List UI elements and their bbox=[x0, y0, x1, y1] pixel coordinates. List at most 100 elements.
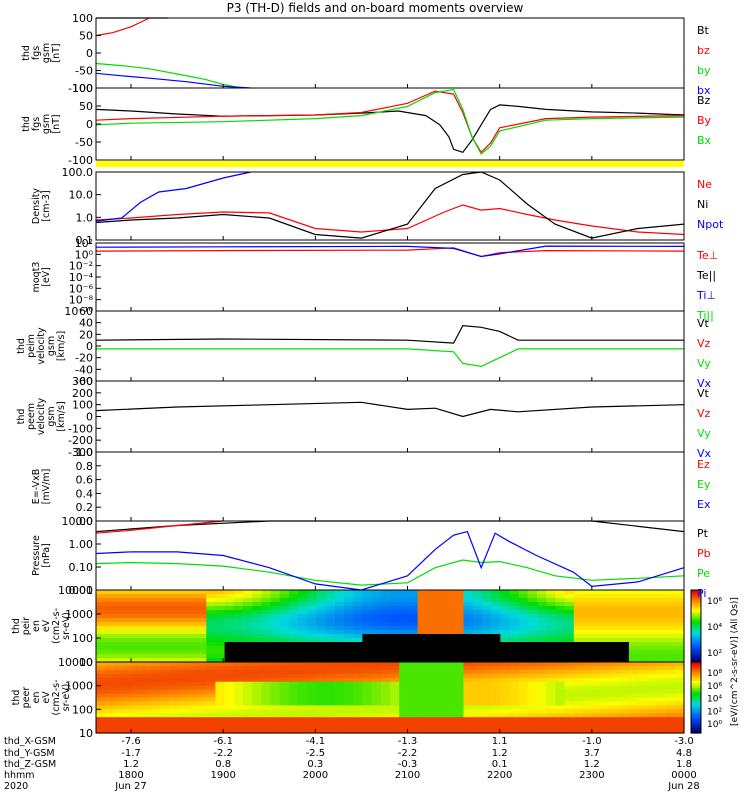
spectrogram-cell bbox=[123, 598, 134, 603]
spectrogram-cell bbox=[233, 594, 244, 599]
spectrogram-cell bbox=[353, 658, 364, 663]
spectrogram-cell bbox=[279, 697, 290, 702]
spectrogram-cell bbox=[105, 709, 115, 714]
spectrogram-cell bbox=[298, 626, 308, 631]
spectrogram-cell bbox=[445, 701, 455, 706]
spectrogram-cell bbox=[316, 709, 327, 714]
spectrogram-cell bbox=[316, 681, 327, 687]
x-tick-hhmm: 2200 bbox=[487, 770, 512, 781]
spectrogram-cell bbox=[509, 721, 520, 726]
spectrogram-cell bbox=[96, 658, 106, 663]
spectrogram-cell bbox=[638, 610, 648, 615]
spectrogram-cell bbox=[638, 626, 648, 631]
spectrogram-cell bbox=[674, 693, 685, 699]
spectrogram-cell bbox=[362, 646, 373, 651]
legend-fgs_gsm-3: bx bbox=[697, 84, 711, 97]
spectrogram-cell bbox=[215, 717, 226, 722]
spectrogram-cell bbox=[564, 622, 575, 627]
spectrogram-cell bbox=[435, 681, 446, 687]
spectrogram-cell bbox=[298, 650, 308, 655]
spectrogram-cell bbox=[445, 697, 455, 702]
spectrogram-cell bbox=[582, 669, 593, 675]
spectrogram-cell bbox=[472, 677, 483, 683]
y-axis-label-temp: moqt3 [eV] bbox=[31, 262, 52, 293]
spectrogram-cell bbox=[546, 638, 556, 643]
spectrogram-cell bbox=[573, 677, 584, 683]
spectrogram-cell bbox=[674, 618, 685, 623]
spectrogram-cell bbox=[279, 685, 290, 691]
spectrogram-cell bbox=[509, 650, 520, 655]
spectrogram-cell bbox=[426, 721, 437, 726]
spectrogram-cell bbox=[647, 701, 658, 706]
spectrogram-cell bbox=[445, 602, 455, 607]
spectrogram-cell bbox=[628, 618, 639, 623]
spectrogram-cell bbox=[527, 685, 538, 691]
spectrogram-cell bbox=[105, 618, 115, 623]
spectrogram-cell bbox=[151, 693, 161, 699]
spectrogram-cell bbox=[334, 642, 345, 647]
spectrogram-cell bbox=[298, 622, 308, 627]
spectrogram-cell bbox=[546, 630, 556, 635]
spectrogram-cell bbox=[518, 673, 529, 679]
spectrogram-cell bbox=[288, 646, 299, 651]
spectrogram-cell bbox=[537, 630, 547, 635]
spectrogram-cell bbox=[610, 638, 621, 643]
y-axis-label-line: en bbox=[31, 620, 42, 632]
spectrogram-cell bbox=[564, 725, 575, 730]
spectrogram-cell bbox=[481, 709, 492, 714]
spectrogram-cell bbox=[445, 634, 455, 639]
spectrogram-cell bbox=[371, 701, 382, 706]
y-axis-label-line: fgs bbox=[31, 46, 42, 60]
spectrogram-cell bbox=[160, 650, 171, 655]
spectrogram-cell bbox=[298, 598, 308, 603]
spectrogram-cell bbox=[445, 681, 455, 687]
spectrogram-cell bbox=[187, 697, 198, 702]
spectrogram-cell bbox=[656, 662, 667, 667]
spectrogram-cell bbox=[362, 713, 373, 718]
spectrogram-cell bbox=[435, 618, 446, 623]
spectrogram-cell bbox=[224, 650, 235, 655]
spectrogram-cell bbox=[638, 701, 648, 706]
spectrogram-cell bbox=[619, 598, 630, 603]
spectrogram-cell bbox=[601, 654, 612, 659]
spectrogram-cell bbox=[141, 721, 152, 726]
spectrogram-cell bbox=[518, 705, 529, 710]
spectrogram-cell bbox=[206, 598, 217, 603]
spectrogram-cell bbox=[243, 658, 253, 663]
spectrogram-cell bbox=[638, 662, 648, 667]
spectrogram-cell bbox=[123, 689, 134, 695]
spectrogram-cell bbox=[408, 610, 419, 615]
spectrogram-cell bbox=[169, 665, 180, 671]
spectrogram-cell bbox=[399, 634, 409, 639]
spectrogram-cell bbox=[491, 701, 501, 706]
spectrogram-cell bbox=[665, 598, 676, 603]
y-tick-label: 10.00 bbox=[62, 515, 94, 528]
spectrogram-cell bbox=[151, 594, 161, 599]
spectrogram-cell bbox=[298, 658, 308, 663]
spectrogram-cell bbox=[564, 685, 575, 691]
spectrogram-cell bbox=[252, 630, 262, 635]
spectrogram-cell bbox=[270, 590, 281, 595]
spectrogram-cell bbox=[169, 713, 180, 718]
spectrogram-cell bbox=[371, 638, 382, 643]
spectrogram-cell bbox=[141, 634, 152, 639]
spectrogram-cell bbox=[537, 650, 547, 655]
y-tick-label: 0 bbox=[86, 118, 93, 131]
spectrogram-cell bbox=[592, 705, 602, 710]
spectrogram-cell bbox=[555, 610, 566, 615]
spectrogram-cell bbox=[380, 598, 391, 603]
ephem-x-value: -1.0 bbox=[582, 736, 602, 747]
spectrogram-cell bbox=[445, 705, 455, 710]
spectrogram-cell bbox=[546, 689, 556, 695]
spectrogram-cell bbox=[454, 717, 465, 722]
spectrogram-cell bbox=[288, 642, 299, 647]
spectrogram-cell bbox=[316, 713, 327, 718]
spectrogram-cell bbox=[288, 610, 299, 615]
spectrogram-cell bbox=[509, 713, 520, 718]
spectrogram-cell bbox=[537, 618, 547, 623]
y-tick-label: 0 bbox=[86, 340, 93, 353]
spectrogram-cell bbox=[491, 725, 501, 730]
spectrogram-cell bbox=[601, 642, 612, 647]
spectrogram-cell bbox=[638, 729, 648, 734]
spectrogram-cell bbox=[344, 610, 354, 615]
